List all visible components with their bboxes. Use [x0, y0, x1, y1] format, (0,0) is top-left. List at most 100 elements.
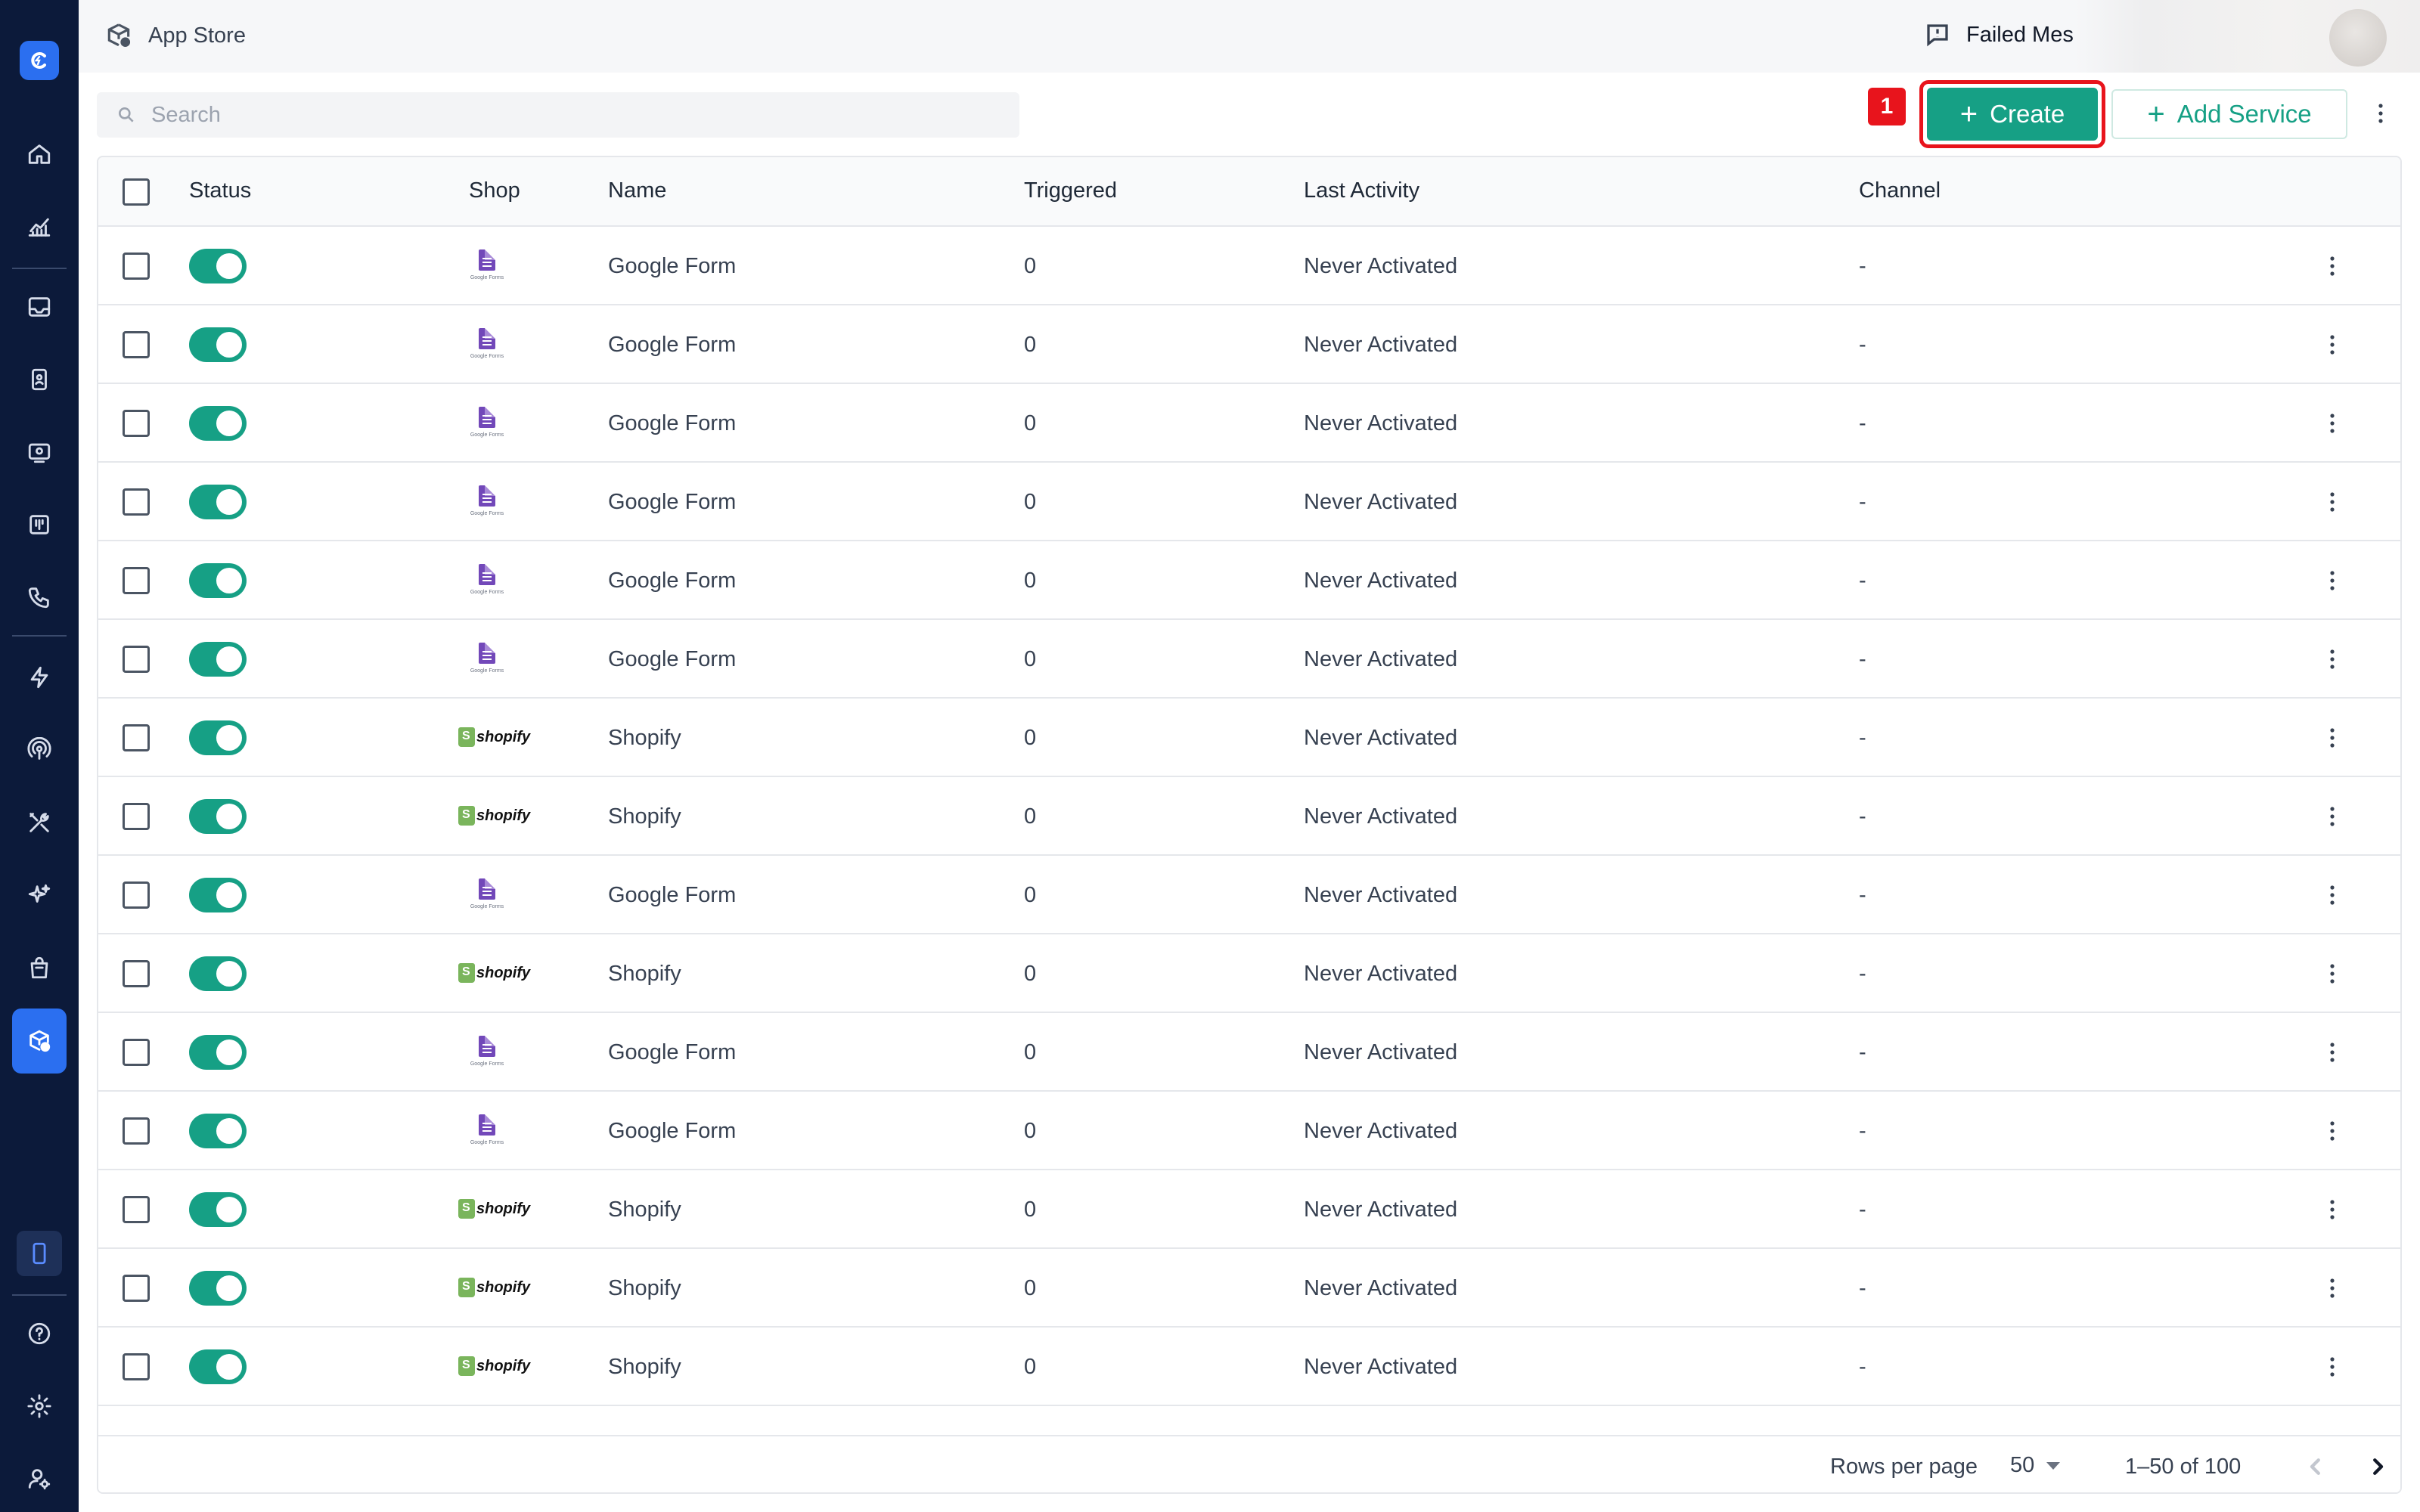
row-more-icon[interactable] — [2323, 1273, 2341, 1303]
row-checkbox[interactable] — [123, 488, 150, 516]
row-checkbox[interactable] — [123, 724, 150, 751]
table-row[interactable]: shopify Shopify 0 Never Activated - — [98, 1170, 2400, 1249]
row-more-icon[interactable] — [2323, 723, 2341, 753]
row-checkbox[interactable] — [123, 1117, 150, 1145]
status-toggle[interactable] — [189, 1114, 247, 1148]
row-checkbox[interactable] — [123, 881, 150, 909]
row-name: Shopify — [608, 804, 681, 829]
row-more-icon[interactable] — [2323, 644, 2341, 674]
add-service-button[interactable]: + Add Service — [2111, 89, 2347, 139]
column-triggered[interactable]: Triggered — [1024, 178, 1118, 203]
shop-icon[interactable] — [21, 950, 57, 986]
user-settings-icon[interactable] — [21, 1461, 57, 1497]
failed-messages-link[interactable]: Failed Mes — [1924, 21, 2074, 48]
row-checkbox[interactable] — [123, 1039, 150, 1066]
row-more-icon[interactable] — [2323, 801, 2341, 832]
table-row[interactable]: Google Forms Google Form 0 Never Activated - — [98, 620, 2400, 699]
row-more-icon[interactable] — [2323, 1194, 2341, 1225]
tools-icon[interactable] — [21, 804, 57, 841]
table-row[interactable]: Google Forms Google Form 0 Never Activated - — [98, 463, 2400, 541]
device-icon[interactable] — [17, 1231, 62, 1276]
table-row[interactable]: Google Forms Google Form 0 Never Activated - — [98, 541, 2400, 620]
row-name: Shopify — [608, 1198, 681, 1222]
status-toggle[interactable] — [189, 956, 247, 991]
row-channel: - — [1859, 254, 1866, 278]
home-icon[interactable] — [21, 136, 57, 172]
automation-icon[interactable] — [21, 659, 57, 696]
column-shop[interactable]: Shop — [469, 178, 520, 203]
row-more-icon[interactable] — [2323, 1037, 2341, 1067]
row-checkbox[interactable] — [123, 253, 150, 280]
status-toggle[interactable] — [189, 642, 247, 677]
status-toggle[interactable] — [189, 720, 247, 755]
row-more-icon[interactable] — [2323, 1352, 2341, 1382]
brand-logo[interactable] — [20, 41, 59, 80]
next-page-icon[interactable] — [2363, 1452, 2393, 1482]
row-more-icon[interactable] — [2323, 880, 2341, 910]
analytics-icon[interactable] — [21, 209, 57, 245]
previous-page-icon[interactable] — [2301, 1452, 2331, 1482]
row-checkbox[interactable] — [123, 1275, 150, 1302]
podcast-icon[interactable] — [21, 732, 57, 768]
status-toggle[interactable] — [189, 1192, 247, 1227]
table-row[interactable]: Google Forms Google Form 0 Never Activated - — [98, 305, 2400, 384]
status-toggle[interactable] — [189, 485, 247, 519]
row-checkbox[interactable] — [123, 803, 150, 830]
status-toggle[interactable] — [189, 327, 247, 362]
status-toggle[interactable] — [189, 249, 247, 284]
row-checkbox[interactable] — [123, 1196, 150, 1223]
status-toggle[interactable] — [189, 406, 247, 441]
settings-icon[interactable] — [21, 1388, 57, 1424]
status-toggle[interactable] — [189, 1035, 247, 1070]
contacts-icon[interactable] — [21, 361, 57, 398]
table-row[interactable]: Google Forms Google Form 0 Never Activated - — [98, 1013, 2400, 1092]
row-checkbox[interactable] — [123, 646, 150, 673]
row-checkbox[interactable] — [123, 1353, 150, 1380]
google-forms-caption: Google Forms — [470, 590, 504, 595]
column-last-activity[interactable]: Last Activity — [1304, 178, 1420, 203]
help-icon[interactable] — [21, 1315, 57, 1352]
status-toggle[interactable] — [189, 1271, 247, 1306]
rows-per-page-select[interactable]: 50 — [2010, 1453, 2061, 1478]
create-button[interactable]: + Create — [1927, 88, 2098, 141]
row-more-icon[interactable] — [2323, 1116, 2341, 1146]
search-input[interactable] — [151, 102, 908, 128]
broadcast-icon[interactable] — [21, 434, 57, 470]
board-icon[interactable] — [21, 507, 57, 543]
ai-sparkle-icon[interactable] — [21, 877, 57, 913]
search-bar[interactable] — [97, 92, 1019, 138]
table-row[interactable]: Google Forms Google Form 0 Never Activated - — [98, 227, 2400, 305]
row-more-icon[interactable] — [2323, 408, 2341, 438]
table-row[interactable]: shopify Shopify 0 Never Activated - — [98, 777, 2400, 856]
call-icon[interactable] — [21, 579, 57, 615]
row-more-icon[interactable] — [2323, 487, 2341, 517]
inbox-icon[interactable] — [21, 289, 57, 325]
avatar[interactable] — [2329, 9, 2387, 67]
status-toggle[interactable] — [189, 799, 247, 834]
app-store-icon[interactable] — [12, 1009, 67, 1074]
row-more-icon[interactable] — [2323, 330, 2341, 360]
row-more-icon[interactable] — [2323, 251, 2341, 281]
select-all-checkbox[interactable] — [123, 178, 150, 206]
table-row[interactable]: shopify Shopify 0 Never Activated - — [98, 1249, 2400, 1328]
column-name[interactable]: Name — [608, 178, 667, 203]
row-more-icon[interactable] — [2323, 959, 2341, 989]
row-more-icon[interactable] — [2323, 565, 2341, 596]
row-checkbox[interactable] — [123, 567, 150, 594]
row-checkbox[interactable] — [123, 410, 150, 437]
column-channel[interactable]: Channel — [1859, 178, 1941, 203]
row-checkbox[interactable] — [123, 331, 150, 358]
table-row[interactable]: shopify Shopify 0 Never Activated - — [98, 699, 2400, 777]
more-options-icon[interactable] — [2367, 98, 2394, 129]
column-status[interactable]: Status — [189, 178, 252, 203]
row-checkbox[interactable] — [123, 960, 150, 987]
table-row[interactable]: Google Forms Google Form 0 Never Activated - — [98, 856, 2400, 934]
status-toggle[interactable] — [189, 878, 247, 912]
status-toggle[interactable] — [189, 1349, 247, 1384]
table-row[interactable]: Google Forms — [98, 1406, 2400, 1411]
table-row[interactable]: shopify Shopify 0 Never Activated - — [98, 1328, 2400, 1406]
table-row[interactable]: Google Forms Google Form 0 Never Activated - — [98, 384, 2400, 463]
table-row[interactable]: shopify Shopify 0 Never Activated - — [98, 934, 2400, 1013]
table-row[interactable]: Google Forms Google Form 0 Never Activated - — [98, 1092, 2400, 1170]
status-toggle[interactable] — [189, 563, 247, 598]
